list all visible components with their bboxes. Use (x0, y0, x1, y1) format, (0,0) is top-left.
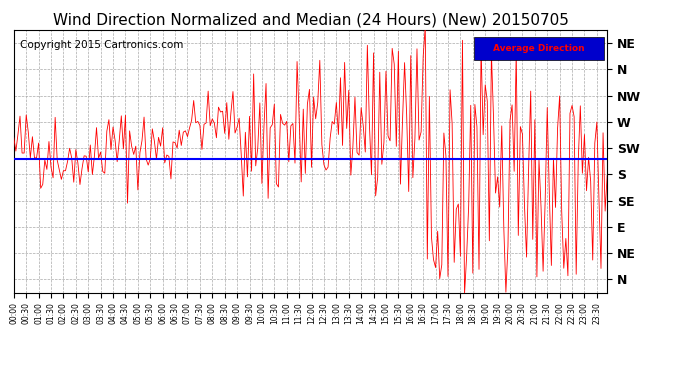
Title: Wind Direction Normalized and Median (24 Hours) (New) 20150705: Wind Direction Normalized and Median (24… (52, 12, 569, 27)
FancyBboxPatch shape (474, 37, 604, 60)
Text: Copyright 2015 Cartronics.com: Copyright 2015 Cartronics.com (20, 40, 183, 51)
Text: Average Direction: Average Direction (493, 44, 584, 53)
